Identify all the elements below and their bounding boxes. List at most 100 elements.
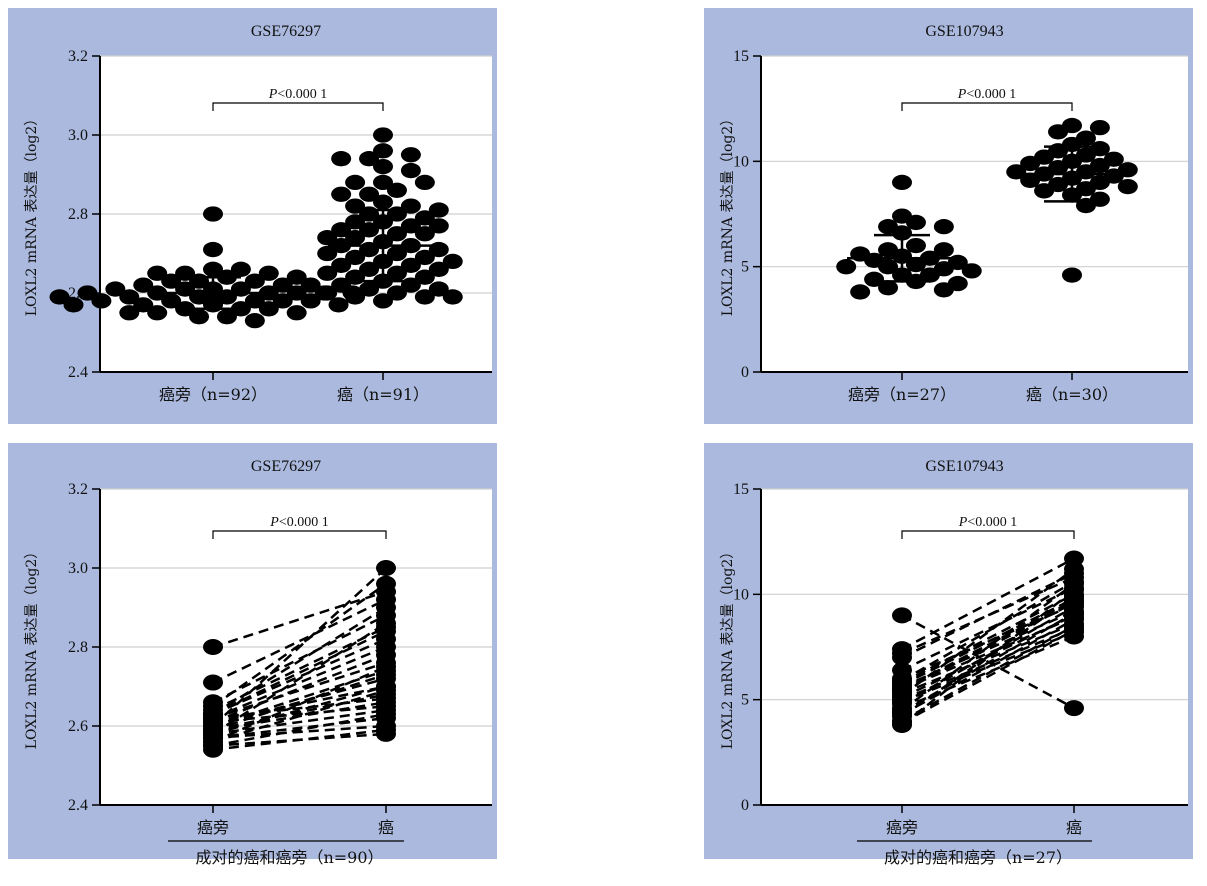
data-point [376,560,396,576]
data-point [244,293,265,309]
data-point [258,285,279,301]
data-point [1117,178,1138,195]
data-point [203,261,223,277]
data-point [203,741,223,758]
data-point [850,284,871,300]
data-point [203,206,223,222]
chart-title: GSE76297 [251,23,321,40]
data-point [203,714,223,731]
pair-line [212,697,387,720]
pair-line [212,622,387,735]
data-point [317,230,338,246]
y-tick-label: 5 [741,259,749,276]
data-point [133,277,154,293]
pair-line [212,685,387,724]
chart-panel-gse107943-scatter: GSE107943 0 5 10 15 LOXL2 mRNA 表达量（log2） 癌旁（n=… [704,8,1193,424]
data-point [49,289,70,305]
data-point [414,289,435,305]
chart-panel-gse76297-paired: GSE76297 2.4 2.6 2.8 3.0 3.2 LOXL2 mRNA 表达量（lo… [8,443,497,867]
significance-bracket [901,102,1073,111]
data-point [1034,183,1055,199]
data-point [1064,622,1084,639]
data-point [189,309,210,325]
data-point [386,245,407,262]
data-point [428,261,449,277]
data-point [905,237,926,254]
data-point [1089,119,1110,136]
data-point [345,289,366,305]
data-point [1062,267,1082,283]
data-point [119,305,140,321]
data-point [1020,172,1041,188]
data-point [331,222,352,238]
data-point [373,174,393,191]
data-point [147,265,168,281]
pair-line [212,661,387,720]
data-point [373,143,393,159]
data-point [376,678,396,695]
chart-panel-gse107943-paired: GSE107943 0 5 10 15 LOXL2 mRNA 表达量（log2） 癌旁 癌成对… [704,443,1193,867]
y-tick-label: 3.2 [68,481,88,498]
x-category-label: 癌旁（n=92） [159,385,267,404]
x-category-label: 癌（n=30） [1026,385,1118,404]
y-axis-label: LOXL2 mRNA 表达量（log2） [720,112,736,317]
data-point [376,646,396,663]
data-point [359,222,380,238]
data-point [892,649,912,666]
data-point [331,257,352,273]
significance-bracket [901,530,1075,539]
chart-title: GSE76297 [251,458,321,475]
data-point [373,293,393,309]
data-point [386,285,407,301]
y-tick-label: 15 [733,48,749,65]
data-point [345,249,366,266]
chart-svg: GSE107943 0 5 10 15 LOXL2 mRNA 表达量（log2） 癌旁（n=… [720,23,1188,404]
y-tick-label: 5 [741,692,749,709]
pair-line [212,590,387,649]
data-point [317,265,338,281]
data-point [286,285,307,301]
group-label: 成对的癌和癌旁（n=90） [195,848,383,867]
significance-p: P [958,515,968,530]
y-tick-label: 3.2 [68,48,88,65]
plot-area [761,489,1188,805]
data-point [161,273,182,289]
data-point [345,230,366,246]
data-point [933,242,954,258]
data-point [244,313,265,329]
data-point [892,672,912,689]
data-point [359,151,380,167]
pair-line [901,629,1075,724]
significance-value: <0.000 1 [277,87,327,102]
data-point [376,721,396,738]
y-tick-label: 10 [733,153,749,170]
y-tick-label: 2.6 [68,718,88,735]
pair-line [212,693,387,732]
data-point [892,174,912,191]
data-point [105,281,126,297]
data-point [317,245,338,262]
data-point [244,273,265,289]
data-point [1006,164,1027,180]
data-point [300,277,321,293]
data-point [400,218,421,234]
data-point [400,257,421,273]
data-point [230,261,251,277]
data-point [1064,592,1084,609]
data-point [376,575,396,592]
pair-line [212,677,387,728]
data-point [203,639,223,655]
data-point [1064,573,1084,590]
data-point [905,256,926,273]
data-point [373,127,393,143]
data-point [272,293,293,309]
significance-bracket [212,530,387,539]
pair-line [901,557,1075,651]
y-tick-label: 0 [741,797,749,814]
plot-area [761,56,1188,372]
significance-value: <0.000 1 [967,515,1017,530]
y-tick-label: 10 [733,586,749,603]
significance-value: <0.000 1 [966,87,1016,102]
x-category-label: 癌旁 [886,818,918,837]
pair-line [212,708,387,736]
